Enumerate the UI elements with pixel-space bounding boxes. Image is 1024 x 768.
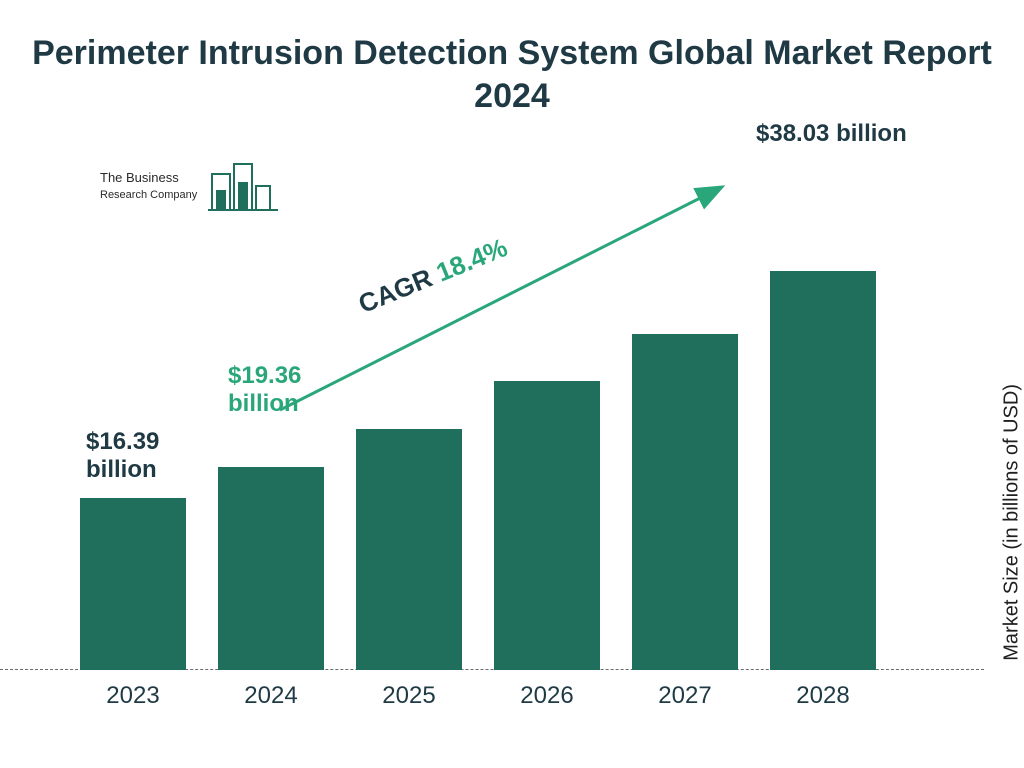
bar-2026 [494, 381, 600, 670]
logo-line2: Research Company [100, 189, 197, 201]
bar-chart: $16.39 billion $19.36 billion $38.03 bil… [80, 250, 940, 700]
logo-line1: The Business [100, 170, 179, 185]
x-label-2023: 2023 [80, 682, 186, 710]
x-label-2027: 2027 [632, 682, 738, 710]
chart-title: Perimeter Intrusion Detection System Glo… [0, 32, 1024, 117]
x-label-2024: 2024 [218, 682, 324, 710]
plot-area: $16.39 billion $19.36 billion $38.03 bil… [80, 250, 900, 670]
logo-text: The Business Research Company [100, 170, 197, 202]
x-label-2026: 2026 [494, 682, 600, 710]
logo-buildings-icon [208, 160, 278, 216]
x-label-2028: 2028 [770, 682, 876, 710]
bar-2028 [770, 271, 876, 670]
bar-2025 [356, 429, 462, 671]
y-axis-label: Market Size (in billions of USD) [1001, 384, 1024, 661]
chart-canvas: Perimeter Intrusion Detection System Glo… [0, 0, 1024, 768]
company-logo: The Business Research Company [100, 160, 280, 220]
bar-2023 [80, 498, 186, 670]
x-label-2025: 2025 [356, 682, 462, 710]
value-label-2028: $38.03 billion [756, 120, 907, 148]
bar-2024 [218, 467, 324, 670]
bar-2027 [632, 334, 738, 670]
